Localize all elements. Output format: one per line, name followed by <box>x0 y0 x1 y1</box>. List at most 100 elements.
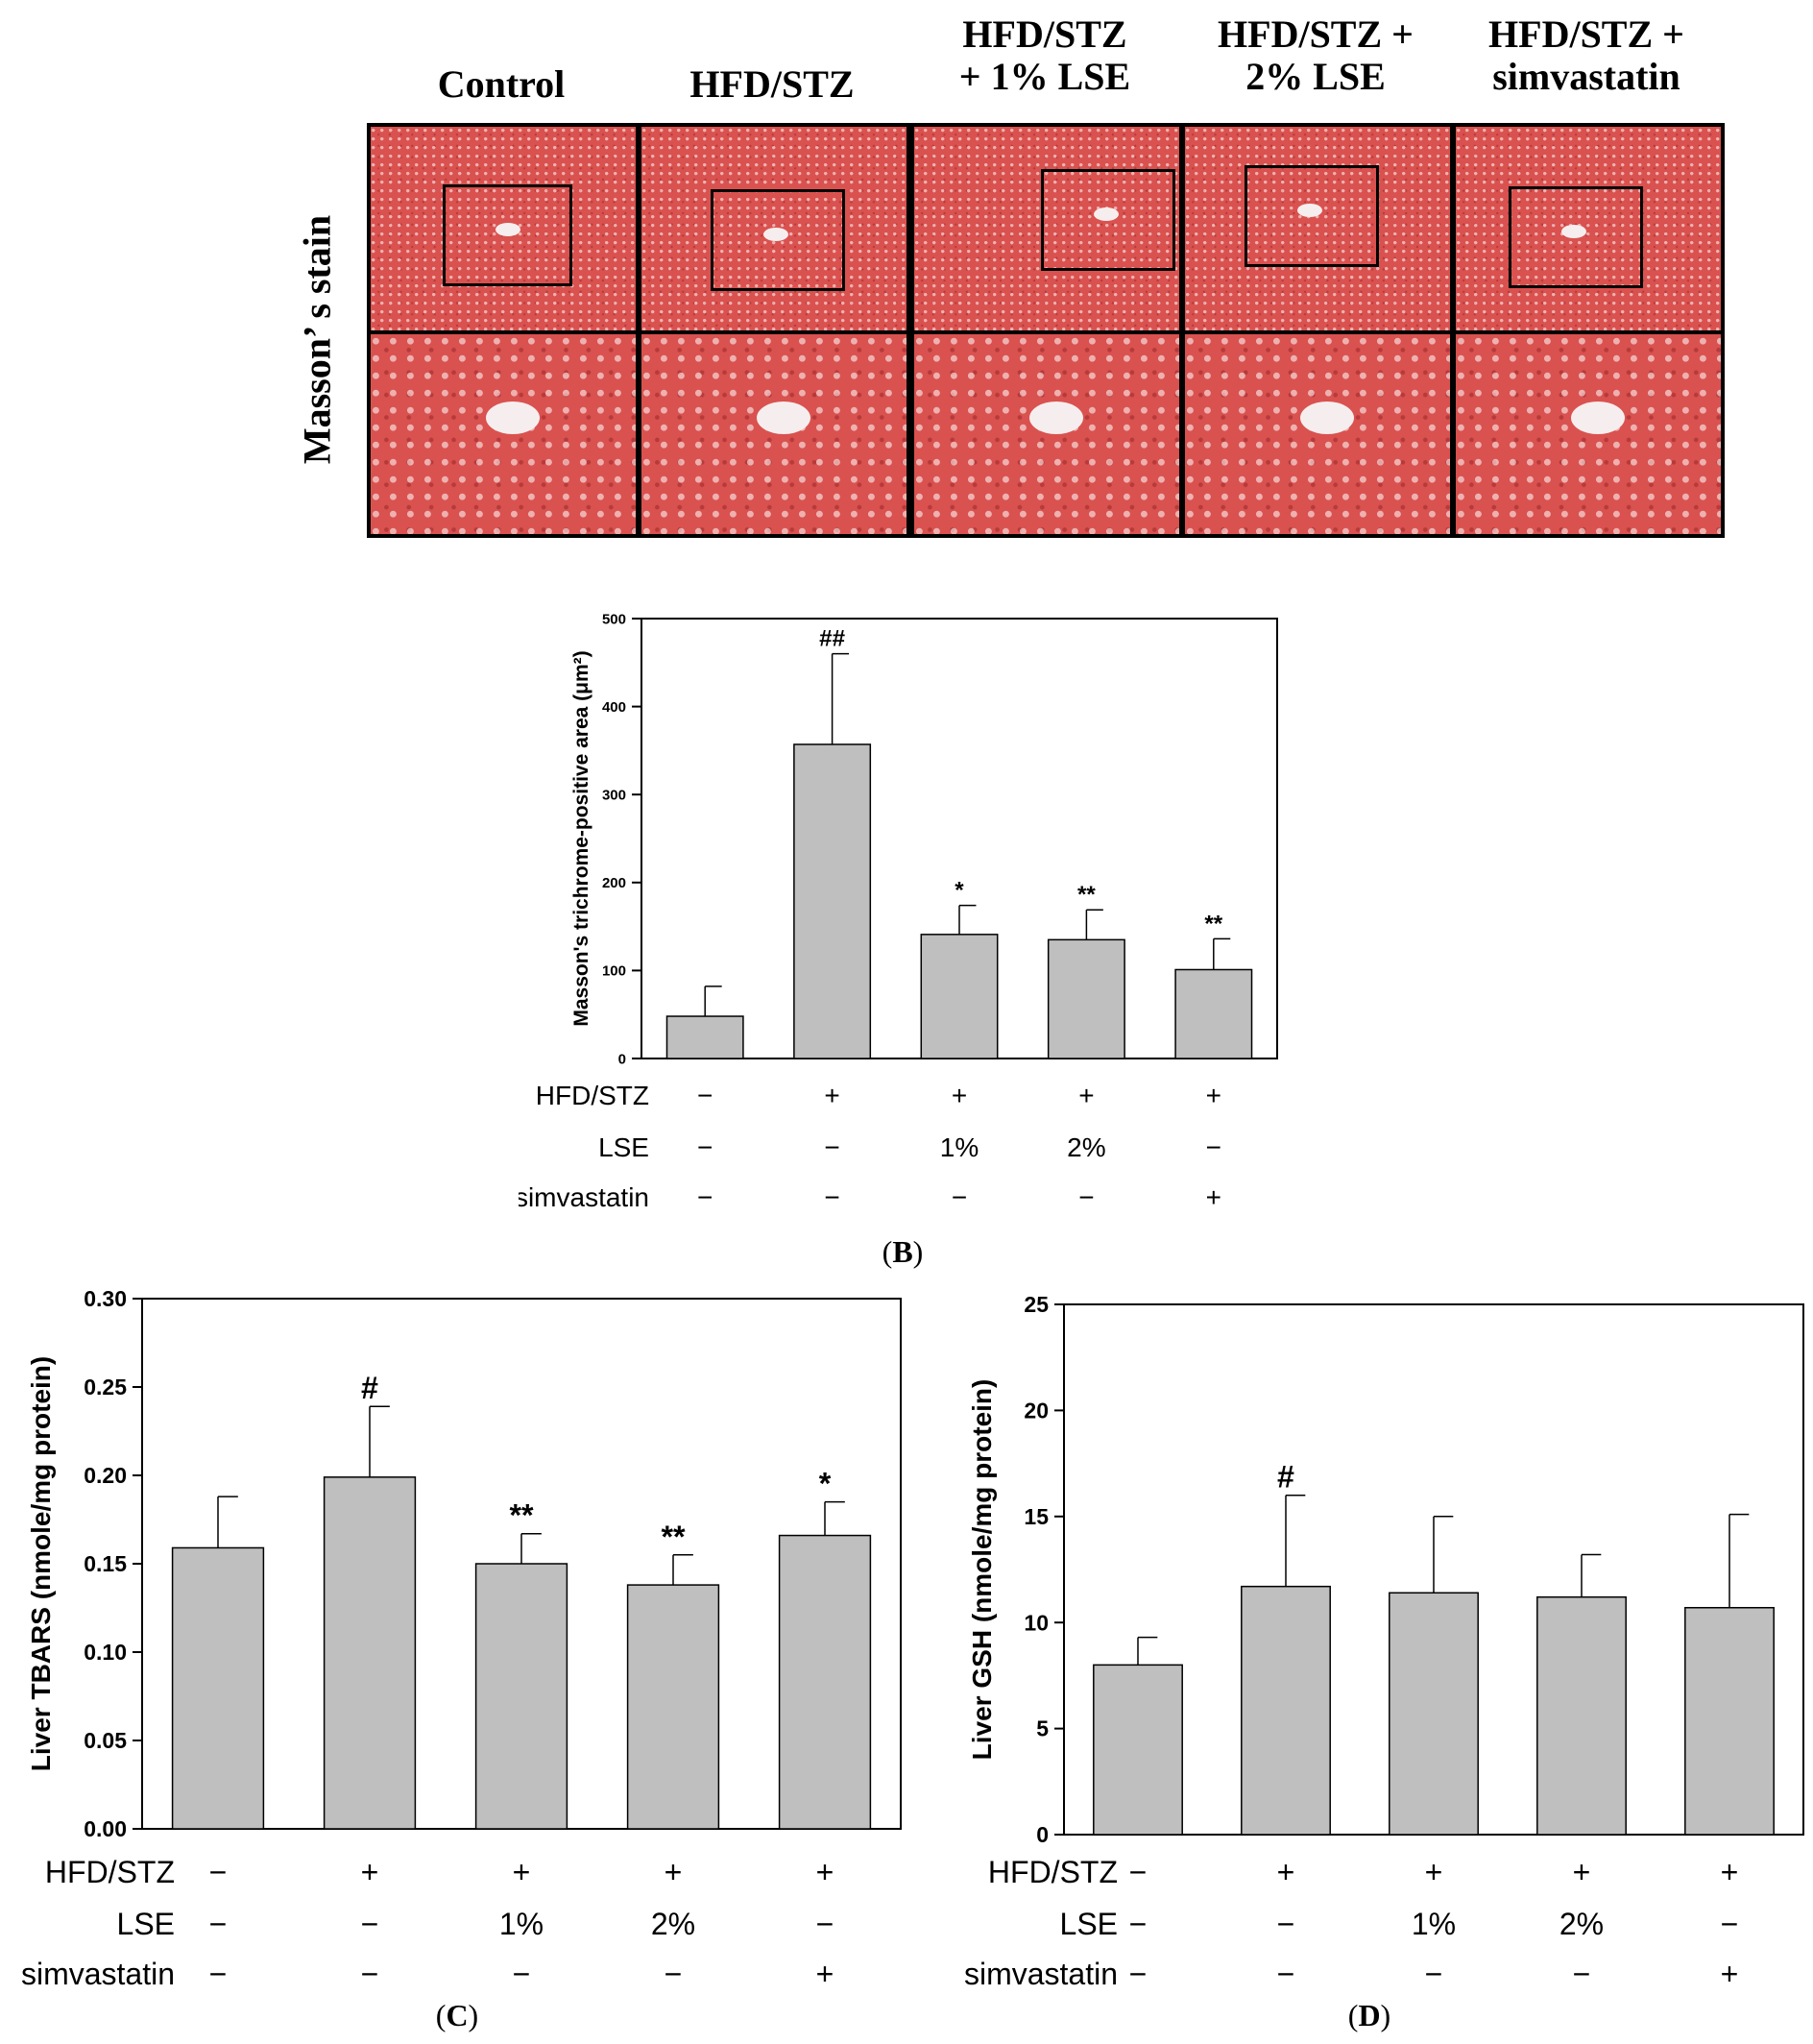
vessel-shape <box>496 223 520 236</box>
treatment-row-label: HFD/STZ <box>988 1855 1118 1889</box>
treatment-cell: − <box>1277 1907 1295 1941</box>
treatment-cell: + <box>824 1081 839 1110</box>
treatment-cell: − <box>1206 1132 1221 1162</box>
bar <box>665 1015 744 1059</box>
tissue-texture <box>1456 127 1721 330</box>
y-tick-label: 25 <box>1024 1292 1049 1317</box>
treatment-cell: + <box>1277 1855 1295 1889</box>
y-axis-label: Liver TBARS (nmole/mg protein) <box>26 1356 56 1771</box>
histology-column-label-line: simvastatin <box>1492 55 1680 98</box>
histology-column-label: HFD/STZ <box>638 63 906 106</box>
bar <box>1047 938 1125 1059</box>
treatment-cell: + <box>1206 1182 1221 1212</box>
treatment-cell: 2% <box>1067 1132 1105 1162</box>
vessel-shape <box>757 402 810 434</box>
bar <box>323 1476 417 1830</box>
y-tick-label: 0.00 <box>84 1816 127 1841</box>
bar <box>171 1546 265 1830</box>
treatment-cell: 2% <box>651 1907 695 1941</box>
histology-column-label-line: HFD/STZ <box>689 62 855 106</box>
tissue-texture <box>1185 334 1450 534</box>
histology-column-label-line: Control <box>437 62 566 106</box>
y-tick-label: 5 <box>1036 1716 1049 1741</box>
treatment-cell: + <box>1721 1957 1739 1991</box>
y-tick-label: 0.20 <box>84 1463 127 1488</box>
y-tick-label: 300 <box>602 787 626 803</box>
vessel-shape <box>1029 402 1083 434</box>
treatment-cell: − <box>665 1957 683 1991</box>
zoom-region-box <box>711 189 845 291</box>
treatment-cell: − <box>697 1182 713 1212</box>
histology-column-label: Control <box>367 63 636 106</box>
tissue-texture <box>641 334 906 534</box>
treatment-cell: − <box>209 1855 228 1889</box>
chart-d: 0 5 10 15 20 25 # Liver GSH (nmole/mg protein) H… <box>964 1292 1804 1991</box>
treatment-row-label: simvastatin <box>964 1957 1118 1991</box>
y-tick-label: 0 <box>618 1051 626 1067</box>
bar <box>1389 1592 1479 1836</box>
y-tick-label: 20 <box>1024 1398 1049 1423</box>
treatment-cell: 1% <box>1412 1907 1456 1941</box>
histology-zoom-tile <box>1452 330 1725 538</box>
treatment-cell: − <box>209 1957 228 1991</box>
bar <box>920 934 999 1059</box>
vessel-shape <box>1300 402 1354 434</box>
bar <box>1174 968 1253 1059</box>
y-tick-label: 100 <box>602 963 626 980</box>
treatment-cell: − <box>1129 1855 1148 1889</box>
bar <box>793 743 872 1059</box>
treatment-cell: − <box>1129 1907 1148 1941</box>
histology-column-label-line: 2% LSE <box>1245 55 1386 98</box>
stain-row-label: Masson’ s stain <box>295 214 339 465</box>
panel-label-c: (C) <box>435 1998 479 2032</box>
bar <box>1684 1606 1775 1836</box>
histology-overview-tile <box>1181 123 1454 334</box>
bar <box>474 1563 568 1830</box>
tissue-texture <box>914 127 1179 330</box>
tissue-texture <box>371 334 636 534</box>
treatment-row-label: LSE <box>598 1132 649 1162</box>
vessel-shape <box>1297 204 1322 217</box>
histology-column-label: HFD/STZ +2% LSE <box>1181 13 1450 98</box>
treatment-cell: − <box>361 1957 379 1991</box>
significance-mark: # <box>1277 1460 1294 1495</box>
vessel-shape <box>1561 225 1586 238</box>
bar <box>778 1534 872 1830</box>
treatment-row-label: simvastatin <box>519 1182 649 1212</box>
treatment-cell: + <box>1206 1081 1221 1110</box>
histology-column-label: HFD/STZ + simvastatin <box>1452 13 1721 98</box>
treatment-cell: + <box>513 1855 531 1889</box>
treatment-cell: + <box>952 1081 967 1110</box>
y-tick-label: 15 <box>1024 1504 1049 1529</box>
y-tick-label: 0.30 <box>84 1286 127 1311</box>
bar <box>1241 1585 1331 1836</box>
zoom-region-box <box>1245 165 1379 267</box>
histology-zoom-tile <box>910 330 1183 538</box>
bar <box>626 1584 720 1830</box>
treatment-cell: − <box>816 1907 834 1941</box>
treatment-cell: 2% <box>1559 1907 1604 1941</box>
significance-mark: ** <box>1204 911 1222 937</box>
histology-column-label: HFD/STZ + 1% LSE <box>910 13 1179 98</box>
treatment-cell: − <box>1078 1182 1094 1212</box>
vessel-shape <box>1094 207 1119 221</box>
tissue-texture <box>914 334 1179 534</box>
treatment-cell: + <box>361 1855 379 1889</box>
treatment-cell: + <box>665 1855 683 1889</box>
treatment-cell: + <box>1078 1081 1094 1110</box>
stain-row-label-wrap <box>202 134 550 538</box>
panel-label-b: (B) <box>882 1234 924 1269</box>
treatment-cell: + <box>816 1957 834 1991</box>
vessel-shape <box>1571 402 1625 434</box>
y-tick-label: 10 <box>1024 1610 1049 1635</box>
treatment-cell: − <box>1129 1957 1148 1991</box>
zoom-region-box <box>443 184 572 286</box>
zoom-region-box <box>1509 186 1643 288</box>
y-tick-label: 500 <box>602 611 626 627</box>
histology-overview-tile <box>638 123 910 334</box>
vessel-shape <box>486 402 540 434</box>
histology-zoom-tile <box>638 330 910 538</box>
treatment-cell: − <box>513 1957 531 1991</box>
treatment-cell: − <box>1277 1957 1295 1991</box>
